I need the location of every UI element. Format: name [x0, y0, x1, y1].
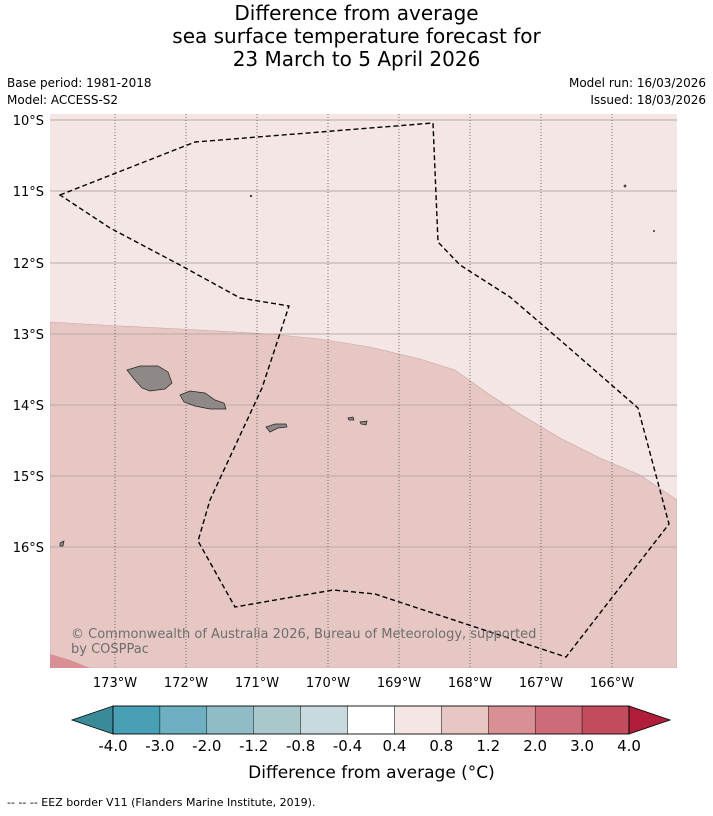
- lon-labels: 173°W 172°W 171°W 170°W 169°W 168°W 167°…: [93, 676, 634, 691]
- lon-label: 173°W: [93, 676, 137, 691]
- lat-label: 13°S: [13, 328, 44, 343]
- eez-border-samoa: [58, 122, 670, 658]
- small-island-north: [249, 194, 253, 198]
- colorbar-tick-label: 3.0: [570, 737, 594, 755]
- model-name: Model: ACCESS-S2: [7, 93, 119, 107]
- lon-label: 171°W: [235, 676, 279, 691]
- colorbar-tick-label: 0.8: [429, 737, 453, 755]
- small-island-east: [623, 184, 627, 188]
- colorbar-tick-label: -2.0: [192, 737, 221, 755]
- lon-label: 168°W: [448, 676, 492, 691]
- lat-gridlines: [50, 119, 677, 548]
- lon-label: 172°W: [164, 676, 208, 691]
- colorbar-tick-label: -0.4: [333, 737, 362, 755]
- colorbar-box: [300, 705, 348, 735]
- colorbar-title: Difference from average (°C): [248, 763, 495, 783]
- title-line-2: sea surface temperature forecast for: [172, 24, 541, 48]
- issued-date: Issued: 18/03/2026: [590, 93, 706, 107]
- lat-label: 14°S: [13, 399, 44, 414]
- colorbar-tick-label: -0.8: [286, 737, 315, 755]
- colorbar-box: [581, 705, 630, 735]
- colorbar-box: [159, 705, 208, 735]
- lon-label: 169°W: [377, 676, 421, 691]
- eez-borders: [58, 122, 670, 658]
- lat-label: 15°S: [13, 470, 44, 485]
- map-area: © Commonwealth of Australia 2026, Bureau…: [50, 114, 677, 668]
- colorbar-extend-low: [70, 705, 114, 735]
- colorbar-box: [534, 705, 583, 735]
- colorbar-box: [488, 705, 536, 735]
- tutuila-island: [265, 423, 288, 433]
- colorbar-box: [206, 705, 254, 735]
- small-island-west: [59, 540, 65, 547]
- savaii-island: [126, 365, 173, 392]
- tau-island: [359, 420, 368, 426]
- lat-label: 10°S: [13, 114, 44, 129]
- colorbar-box: [253, 705, 301, 735]
- colorbar-box: [347, 705, 395, 735]
- anomaly-band-1-2-2-0: [50, 654, 90, 668]
- colorbar: -4.0 -3.0 -2.0 -1.2 -0.8 -0.4 0.4 0.8 1.2 2.0 3.0 4…: [70, 705, 672, 755]
- base-period: Base period: 1981-2018: [7, 76, 152, 90]
- title-line-3: 23 March to 5 April 2026: [232, 47, 481, 71]
- lat-label: 11°S: [13, 185, 44, 200]
- lon-label: 167°W: [519, 676, 563, 691]
- model-run: Model run: 16/03/2026: [568, 76, 706, 90]
- title-line-1: Difference from average: [234, 1, 479, 25]
- colorbar-tick-label: 4.0: [617, 737, 641, 755]
- small-island-east-2: [653, 230, 655, 232]
- upolu-island: [179, 390, 227, 410]
- lat-label: 12°S: [13, 257, 44, 272]
- lon-gridlines: [114, 114, 613, 668]
- colorbar-tick-label: -3.0: [145, 737, 174, 755]
- lat-label: 16°S: [13, 541, 44, 556]
- lat-labels: 10°S 11°S 12°S 13°S 14°S 15°S 16°S: [13, 114, 44, 556]
- colorbar-tick-label: -1.2: [239, 737, 268, 755]
- colorbar-box: [441, 705, 489, 735]
- eez-footnote: -- -- -- EEZ border V11 (Flanders Marine…: [7, 796, 316, 809]
- colorbar-tick-label: 1.2: [476, 737, 500, 755]
- lon-label: 166°W: [590, 676, 634, 691]
- colorbar-extend-high: [628, 705, 672, 735]
- colorbar-tick-label: -4.0: [98, 737, 127, 755]
- colorbar-box: [112, 705, 161, 735]
- lon-label: 170°W: [306, 676, 350, 691]
- land-masses: [59, 184, 655, 547]
- colorbar-tick-label: 2.0: [523, 737, 547, 755]
- copyright-text-2: by COSPPac: [71, 642, 149, 657]
- colorbar-frame: [112, 705, 630, 735]
- ofu-island: [347, 416, 355, 421]
- copyright-text-1: © Commonwealth of Australia 2026, Bureau…: [71, 627, 536, 642]
- colorbar-tick-label: 0.4: [383, 737, 407, 755]
- colorbar-box: [394, 705, 442, 735]
